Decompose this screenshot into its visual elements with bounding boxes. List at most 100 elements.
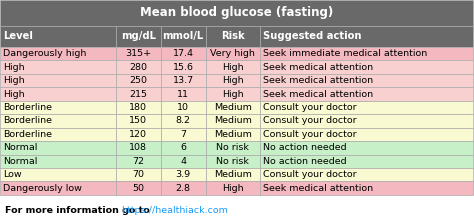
Text: 315+: 315+ <box>125 49 151 58</box>
FancyBboxPatch shape <box>0 128 116 141</box>
FancyBboxPatch shape <box>161 87 206 101</box>
Text: Borderline: Borderline <box>3 103 52 112</box>
Text: Medium: Medium <box>214 170 252 179</box>
Text: Medium: Medium <box>214 103 252 112</box>
FancyBboxPatch shape <box>116 181 161 195</box>
Text: Seek medical attention: Seek medical attention <box>263 76 373 85</box>
Text: 72: 72 <box>132 157 144 166</box>
FancyBboxPatch shape <box>260 47 473 60</box>
FancyBboxPatch shape <box>116 128 161 141</box>
FancyBboxPatch shape <box>161 114 206 128</box>
FancyBboxPatch shape <box>161 101 206 114</box>
Text: Mean blood glucose (fasting): Mean blood glucose (fasting) <box>140 6 333 19</box>
Text: High: High <box>222 63 244 72</box>
FancyBboxPatch shape <box>206 87 260 101</box>
FancyBboxPatch shape <box>161 155 206 168</box>
FancyBboxPatch shape <box>206 74 260 87</box>
Text: 180: 180 <box>129 103 147 112</box>
Text: No risk: No risk <box>217 157 249 166</box>
FancyBboxPatch shape <box>206 128 260 141</box>
Text: Seek medical attention: Seek medical attention <box>263 90 373 99</box>
FancyBboxPatch shape <box>206 47 260 60</box>
FancyBboxPatch shape <box>206 155 260 168</box>
FancyBboxPatch shape <box>260 60 473 74</box>
FancyBboxPatch shape <box>260 87 473 101</box>
Text: 280: 280 <box>129 63 147 72</box>
Text: High: High <box>3 63 25 72</box>
Text: 13.7: 13.7 <box>173 76 194 85</box>
FancyBboxPatch shape <box>116 141 161 155</box>
Text: Medium: Medium <box>214 130 252 139</box>
Text: 2.8: 2.8 <box>176 184 191 193</box>
FancyBboxPatch shape <box>260 128 473 141</box>
FancyBboxPatch shape <box>161 47 206 60</box>
FancyBboxPatch shape <box>116 26 161 47</box>
Text: 6: 6 <box>180 143 186 152</box>
Text: Level: Level <box>3 31 33 41</box>
Text: Borderline: Borderline <box>3 130 52 139</box>
FancyBboxPatch shape <box>206 141 260 155</box>
FancyBboxPatch shape <box>206 60 260 74</box>
FancyBboxPatch shape <box>0 155 116 168</box>
FancyBboxPatch shape <box>206 101 260 114</box>
FancyBboxPatch shape <box>0 47 116 60</box>
FancyBboxPatch shape <box>260 114 473 128</box>
FancyBboxPatch shape <box>161 26 206 47</box>
FancyBboxPatch shape <box>161 181 206 195</box>
FancyBboxPatch shape <box>116 101 161 114</box>
Text: Low: Low <box>3 170 21 179</box>
FancyBboxPatch shape <box>161 168 206 181</box>
Text: High: High <box>222 76 244 85</box>
FancyBboxPatch shape <box>260 101 473 114</box>
FancyBboxPatch shape <box>260 74 473 87</box>
Text: Normal: Normal <box>3 157 37 166</box>
FancyBboxPatch shape <box>0 141 116 155</box>
Text: High: High <box>3 90 25 99</box>
FancyBboxPatch shape <box>116 60 161 74</box>
FancyBboxPatch shape <box>161 74 206 87</box>
FancyBboxPatch shape <box>260 168 473 181</box>
Text: 50: 50 <box>132 184 144 193</box>
FancyBboxPatch shape <box>161 60 206 74</box>
Text: 7: 7 <box>180 130 186 139</box>
FancyBboxPatch shape <box>116 114 161 128</box>
FancyBboxPatch shape <box>161 128 206 141</box>
Text: 10: 10 <box>177 103 189 112</box>
FancyBboxPatch shape <box>206 168 260 181</box>
Text: Seek medical attention: Seek medical attention <box>263 184 373 193</box>
FancyBboxPatch shape <box>0 74 116 87</box>
Text: 70: 70 <box>132 170 144 179</box>
FancyBboxPatch shape <box>116 74 161 87</box>
FancyBboxPatch shape <box>260 155 473 168</box>
Text: Consult your doctor: Consult your doctor <box>263 103 356 112</box>
Text: 250: 250 <box>129 76 147 85</box>
Text: 15.6: 15.6 <box>173 63 194 72</box>
FancyBboxPatch shape <box>260 26 473 47</box>
Text: Dangerously low: Dangerously low <box>3 184 82 193</box>
FancyBboxPatch shape <box>260 181 473 195</box>
Text: High: High <box>222 90 244 99</box>
FancyBboxPatch shape <box>116 168 161 181</box>
Text: Borderline: Borderline <box>3 116 52 125</box>
Text: Consult your doctor: Consult your doctor <box>263 130 356 139</box>
FancyBboxPatch shape <box>260 141 473 155</box>
FancyBboxPatch shape <box>206 26 260 47</box>
Text: 120: 120 <box>129 130 147 139</box>
Text: High: High <box>3 76 25 85</box>
Text: mmol/L: mmol/L <box>163 31 204 41</box>
FancyBboxPatch shape <box>0 87 116 101</box>
Text: Very high: Very high <box>210 49 255 58</box>
FancyBboxPatch shape <box>116 87 161 101</box>
Text: 215: 215 <box>129 90 147 99</box>
FancyBboxPatch shape <box>0 101 116 114</box>
FancyBboxPatch shape <box>0 181 116 195</box>
Text: Normal: Normal <box>3 143 37 152</box>
FancyBboxPatch shape <box>116 155 161 168</box>
FancyBboxPatch shape <box>161 141 206 155</box>
Text: Medium: Medium <box>214 116 252 125</box>
FancyBboxPatch shape <box>206 181 260 195</box>
Text: Risk: Risk <box>221 31 245 41</box>
Text: 4: 4 <box>180 157 186 166</box>
FancyBboxPatch shape <box>0 0 473 26</box>
Text: Suggested action: Suggested action <box>263 31 361 41</box>
